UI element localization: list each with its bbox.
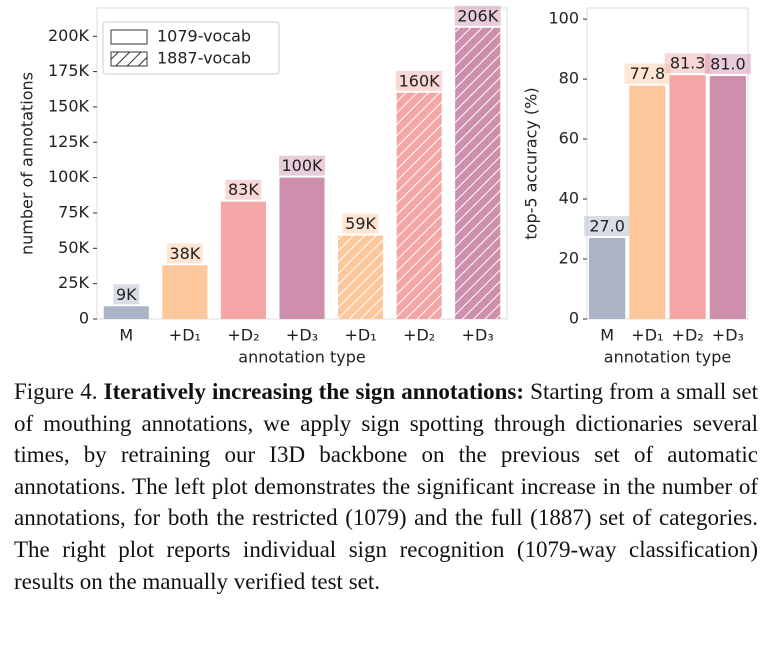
bar: [455, 27, 501, 320]
y-tick-label: 0: [79, 309, 89, 328]
y-tick-label: 125K: [48, 132, 90, 151]
y-tick-label: 50K: [58, 238, 89, 257]
value-label-bg: [584, 216, 631, 237]
bar: [396, 92, 442, 320]
y-tick-label: 20: [559, 249, 579, 268]
x-tick-label: +D₃: [712, 326, 744, 345]
x-tick-label: +D₂: [672, 326, 704, 345]
value-label: 81.0: [710, 55, 746, 74]
value-label-bg: [279, 155, 325, 176]
value-label: 100K: [281, 156, 323, 175]
caption-text: Starting from a small set of mouthing an…: [14, 379, 758, 594]
value-label-bg: [396, 70, 443, 91]
bar: [279, 177, 325, 319]
legend-swatch: [110, 29, 148, 45]
value-label: 206K: [457, 6, 499, 25]
y-tick-label: 100: [548, 9, 579, 28]
y-tick-label: 150K: [48, 96, 90, 115]
value-label: 81.3: [670, 54, 706, 73]
x-axis-label: annotation type: [604, 348, 731, 367]
x-tick-label: +D₁: [631, 326, 663, 345]
caption: Figure 4. Iteratively increasing the sig…: [14, 376, 758, 597]
x-tick-label: +D₁: [169, 326, 201, 345]
y-axis-label: number of annotations: [18, 72, 37, 255]
value-label-bg: [624, 63, 671, 84]
y-tick-label: 175K: [48, 61, 90, 80]
y-tick-label: 75K: [58, 202, 89, 221]
x-tick-label: M: [600, 326, 614, 345]
x-tick-label: +D₁: [345, 326, 377, 345]
value-label: 83K: [228, 180, 259, 199]
legend-label: 1887-vocab: [157, 49, 251, 68]
bar: [669, 75, 706, 319]
value-label-bg: [225, 179, 262, 200]
y-tick-label: 25K: [58, 273, 89, 292]
value-label-bg: [704, 54, 751, 75]
value-label-bg: [454, 5, 501, 26]
x-tick-label: M: [119, 326, 133, 345]
value-label: 77.8: [630, 64, 666, 83]
x-tick-label: +D₃: [286, 326, 318, 345]
y-tick-label: 100K: [48, 167, 90, 186]
value-label: 59K: [345, 214, 376, 233]
x-tick-label: +D₃: [462, 326, 494, 345]
y-axis-label: top-5 accuracy (%): [522, 87, 541, 239]
bar: [220, 201, 266, 319]
x-tick-label: +D₂: [227, 326, 259, 345]
value-label: 38K: [169, 244, 200, 263]
legend-label: 1079-vocab: [157, 27, 251, 46]
legend-swatch: [110, 51, 148, 67]
value-label-bg: [113, 284, 140, 305]
y-tick-label: 60: [559, 129, 579, 148]
bar: [589, 238, 626, 319]
y-tick-label: 40: [559, 189, 579, 208]
y-tick-label: 80: [559, 69, 579, 88]
value-label: 27.0: [589, 217, 625, 236]
caption-title: Iteratively increasing the sign annotati…: [103, 379, 524, 404]
value-label-bg: [342, 213, 379, 234]
bar: [629, 85, 666, 320]
bar: [103, 306, 149, 319]
value-label: 160K: [399, 71, 441, 90]
caption-label: Figure 4.: [14, 379, 98, 404]
x-tick-label: +D₂: [403, 326, 435, 345]
y-tick-label: 200K: [48, 26, 90, 45]
x-axis-label: annotation type: [238, 348, 365, 367]
bar: [709, 76, 746, 319]
bar: [162, 265, 208, 319]
bar: [338, 235, 384, 319]
value-label-bg: [166, 243, 203, 264]
y-tick-label: 0: [569, 309, 579, 328]
value-label-bg: [664, 53, 711, 74]
value-label: 9K: [116, 285, 137, 304]
figure: 0 25K 50K 75K 100K 125K 150K 175K 200K M +D₁ +D₂ +D₃…: [18, 5, 751, 367]
